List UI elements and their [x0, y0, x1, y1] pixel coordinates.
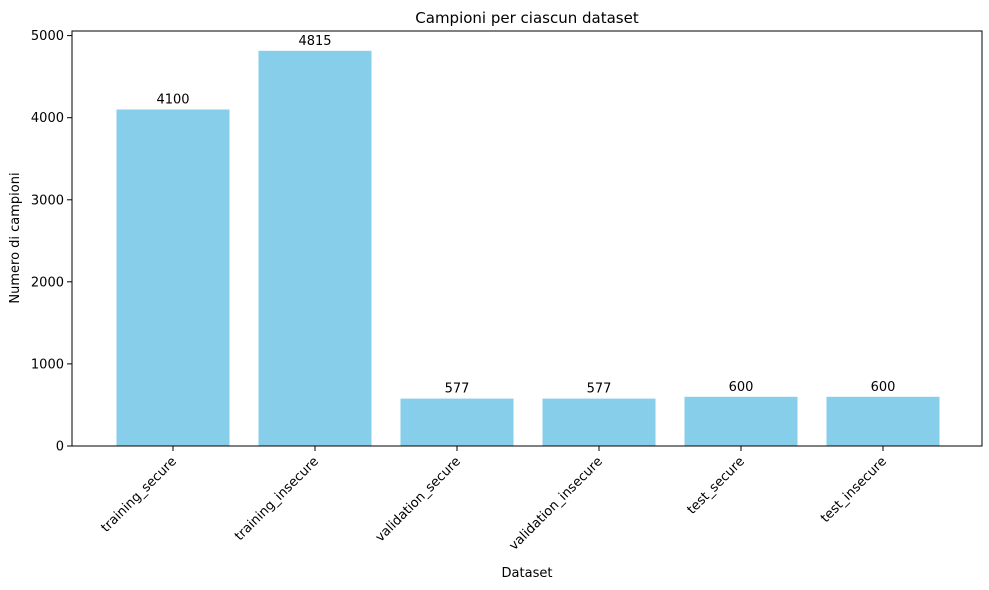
- x-tick-label-test_secure: test_secure: [684, 454, 747, 517]
- bar-training_secure: [116, 109, 230, 446]
- data-label-validation_insecure: 577: [587, 382, 612, 397]
- plot-frame: [71, 30, 983, 447]
- data-label-test_insecure: 600: [871, 380, 896, 395]
- y-axis-label: Numero di campioni: [8, 172, 23, 303]
- bars-layer: [116, 50, 940, 447]
- data-label-validation_secure: 577: [445, 382, 470, 397]
- x-tick-label-test_insecure: test_insecure: [818, 454, 890, 526]
- x-axis-label: Dataset: [502, 566, 553, 581]
- bar-validation_insecure: [542, 398, 656, 446]
- x-axis: training_secure training_insecure validati…: [98, 446, 890, 554]
- y-tick-label: 1000: [31, 357, 64, 372]
- bar-test_secure: [684, 396, 798, 446]
- data-label-test_secure: 600: [729, 380, 754, 395]
- y-tick-label: 4000: [31, 111, 64, 126]
- x-tick-label-validation_secure: validation_secure: [373, 454, 464, 545]
- data-label-training_secure: 4100: [156, 93, 189, 108]
- y-tick-label: 5000: [31, 29, 64, 44]
- y-tick-label: 3000: [31, 193, 64, 208]
- x-tick-label-training_secure: training_secure: [98, 454, 179, 535]
- x-tick-label-validation_insecure: validation_insecure: [506, 454, 605, 553]
- y-axis: 0 1000 2000 3000 4000 5000: [31, 29, 72, 455]
- y-tick-label: 2000: [31, 275, 64, 290]
- x-tick-label-training_insecure: training_insecure: [232, 454, 322, 544]
- bar-validation_secure: [400, 398, 514, 446]
- bar-training_insecure: [258, 50, 372, 447]
- y-tick-label: 0: [56, 440, 64, 455]
- data-label-training_insecure: 4815: [298, 34, 331, 49]
- chart-title: Campioni per ciascun dataset: [415, 9, 639, 27]
- data-labels-layer: 4100 4815 577 577 600 600: [156, 34, 895, 397]
- bar-test_insecure: [826, 396, 940, 446]
